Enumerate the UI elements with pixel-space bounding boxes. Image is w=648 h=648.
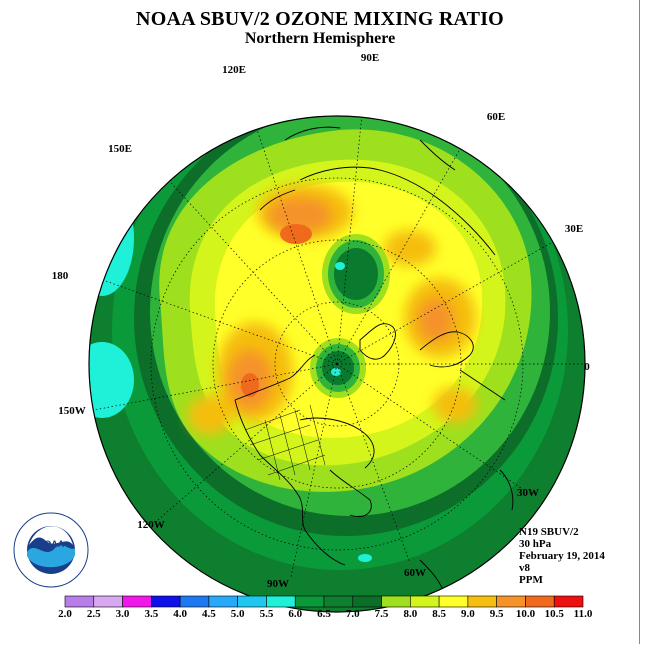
colorbar (64, 595, 584, 608)
colorbar-swatch (553, 595, 584, 608)
colorbar-tick-label: 4.0 (173, 608, 187, 620)
lon-label-120w: 120W (137, 519, 165, 531)
colorbar-tick-label: 6.0 (288, 608, 303, 620)
lon-label-60w: 60W (404, 567, 426, 579)
colorbar-tick-label: 3.5 (144, 608, 159, 620)
colorbar-tick-label: 10.5 (544, 608, 564, 620)
colorbar-tick-label: 8.0 (403, 608, 418, 620)
colorbar-swatch (294, 595, 325, 608)
lon-label-120e: 120E (222, 64, 246, 76)
lon-label-60e: 60E (487, 111, 505, 123)
info-units: PPM (519, 574, 543, 586)
colorbar-tick-label: 3.0 (115, 608, 130, 620)
noaa-logo: NOAA (13, 512, 89, 588)
lon-label-0: 0 (584, 361, 590, 373)
colorbar-swatch (410, 595, 440, 608)
colorbar-tick-label: 7.0 (345, 608, 360, 620)
colorbar-tick-label: 5.5 (259, 608, 274, 620)
colorbar-swatch (525, 595, 555, 608)
colorbar-tick-label: 11.0 (573, 608, 593, 620)
map-border (88, 115, 586, 613)
colorbar-tick-label: 9.0 (461, 608, 475, 620)
colorbar-swatch (208, 595, 238, 608)
colorbar-swatch (496, 595, 526, 608)
colorbar-tick-label: 5.0 (230, 608, 245, 620)
colorbar-swatch (151, 595, 181, 608)
level-5.5-patch (358, 554, 372, 562)
lon-label-90e: 90E (361, 52, 379, 64)
colorbar-tick-label: 2.5 (86, 608, 101, 620)
noaa-logo-text: NOAA (38, 539, 65, 549)
info-satellite: N19 SBUV/2 (519, 526, 579, 538)
colorbar-tick-label: 7.5 (374, 608, 389, 620)
info-version: v8 (519, 562, 530, 574)
info-level: 30 hPa (519, 538, 552, 550)
colorbar-swatch (467, 595, 497, 608)
colorbar-swatch (179, 595, 210, 608)
plot-info: N19 SBUV/2 30 hPa February 19, 2014 v8 P… (519, 526, 605, 586)
colorbar-tick-label: 8.5 (432, 608, 446, 620)
lon-label-180: 180 (52, 270, 69, 282)
lon-label-90w: 90W (267, 578, 289, 590)
lon-label-30e: 30E (565, 223, 583, 235)
level-5.5-patch (89, 180, 134, 296)
colorbar-tick-label: 10.0 (515, 608, 536, 620)
level-5.5-patch (89, 342, 134, 418)
colorbar-swatch (122, 595, 152, 608)
colorbar-swatch (352, 595, 382, 608)
colorbar-swatch (381, 595, 411, 608)
map-title: NOAA SBUV/2 OZONE MIXING RATIO (136, 8, 504, 30)
colorbar-tick-label: 2.0 (58, 608, 72, 620)
graticule (89, 116, 585, 578)
colorbar-tick-label: 4.5 (202, 608, 216, 620)
info-date: February 19, 2014 (519, 550, 605, 562)
colorbar-swatch (438, 595, 469, 608)
lon-label-150w: 150W (58, 405, 86, 417)
colorbar-tick-label: 6.5 (317, 608, 331, 620)
lon-label-30w: 30W (517, 487, 539, 499)
colorbar-swatch (266, 595, 296, 608)
colorbar-swatch (323, 595, 354, 608)
lon-label-150e: 150E (108, 143, 132, 155)
colorbar-swatch (64, 595, 95, 608)
colorbar-swatch (93, 595, 123, 608)
coastlines (229, 116, 514, 596)
ozone-field (89, 116, 585, 612)
colorbar-tick-label: 9.5 (489, 608, 504, 620)
map-subtitle: Northern Hemisphere (244, 30, 396, 47)
colorbar-swatch (237, 595, 267, 608)
